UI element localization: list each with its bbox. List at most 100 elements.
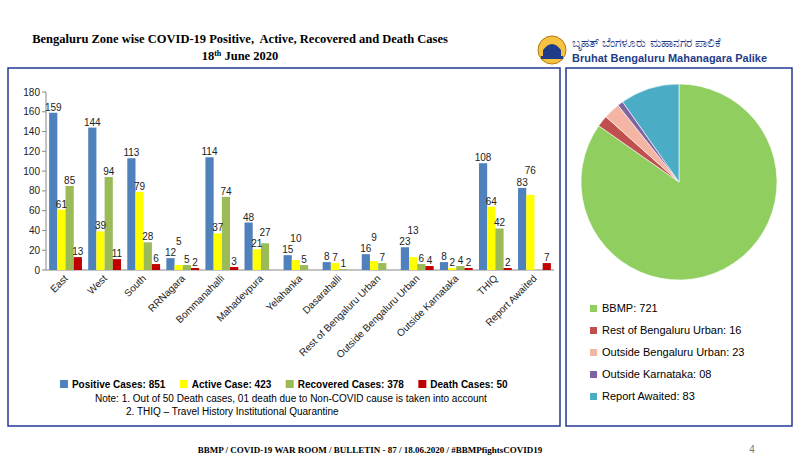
y-tick	[42, 210, 46, 211]
y-tick-label: 20	[29, 245, 41, 256]
bar	[88, 128, 96, 270]
bar	[113, 259, 121, 270]
data-label: 7	[544, 252, 550, 263]
data-label: 6	[153, 253, 159, 264]
data-label: 48	[243, 212, 255, 223]
legend-label: Report Awaited: 83	[602, 390, 695, 402]
data-label: 4	[427, 255, 433, 266]
x-tick-label: West	[85, 272, 109, 296]
x-tick-label: South	[122, 273, 148, 299]
logo-kannada: ಬೃಹತ್ ಬೆಂಗಳೂರು ಮಹಾನಗರ ಪಾಲಿಕೆ	[572, 36, 721, 51]
legend-swatch	[590, 371, 597, 378]
bar	[465, 268, 473, 270]
data-label: 21	[251, 238, 263, 249]
y-tick-label: 160	[23, 106, 40, 117]
x-tick-label: RRNagara	[146, 272, 187, 313]
footer: BBMP / COVID-19 WAR ROOM / BULLETIN - 87…	[198, 445, 543, 455]
bar	[284, 255, 292, 270]
bar	[440, 262, 448, 270]
data-label: 144	[84, 117, 101, 128]
bar	[175, 265, 183, 270]
data-label: 94	[103, 166, 115, 177]
legend-swatch	[590, 393, 597, 400]
legend-swatch	[286, 380, 294, 388]
bars	[49, 113, 551, 270]
data-label: 2	[192, 257, 198, 268]
data-label: 76	[525, 165, 537, 176]
bar	[323, 262, 331, 270]
bar	[230, 267, 238, 270]
logo-dome	[543, 44, 561, 56]
data-label: 10	[290, 233, 302, 244]
legend-label: Outside Karnataka: 08	[602, 368, 711, 380]
data-label: 16	[360, 243, 372, 254]
data-label: 5	[176, 236, 182, 247]
data-label: 6	[419, 253, 425, 264]
bar	[526, 195, 534, 270]
bar	[253, 249, 261, 270]
background	[0, 0, 800, 471]
y-tick-label: 0	[34, 265, 40, 276]
data-label: 7	[332, 252, 338, 263]
logo-base	[541, 56, 563, 59]
data-label: 114	[202, 146, 218, 157]
y-tick	[42, 131, 46, 132]
data-label: 3	[231, 256, 237, 267]
data-label: 9	[371, 232, 377, 243]
right-panel	[566, 68, 792, 426]
legend-label: Rest of Bengaluru Urban: 16	[602, 324, 741, 336]
y-tick	[42, 270, 46, 271]
data-label: 5	[301, 254, 307, 265]
legend-swatch	[180, 380, 188, 388]
legend-swatch	[418, 380, 426, 388]
bar	[518, 188, 526, 270]
bar	[448, 268, 456, 270]
y-tick-label: 40	[29, 225, 41, 236]
y-tick-label: 140	[23, 126, 40, 137]
bar	[152, 264, 160, 270]
y-tick-label: 80	[29, 185, 41, 196]
data-label: 12	[165, 247, 177, 258]
legend-label: Death Cases: 50	[430, 379, 508, 390]
x-tick-label: THIQ	[475, 272, 500, 297]
subtitle: 18th June 2020	[202, 49, 279, 63]
data-label: 2	[449, 257, 455, 268]
legend-label: BBMP: 721	[602, 302, 658, 314]
bar	[378, 263, 386, 270]
y-tick	[42, 151, 46, 152]
legend-swatch	[590, 305, 597, 312]
logo-emblem	[538, 36, 566, 64]
axes: 020406080100120140160180	[23, 87, 554, 276]
note: Note: 1. Out of 50 Death cases, 01 death…	[95, 393, 487, 404]
y-axis	[46, 92, 47, 270]
y-tick	[42, 171, 46, 172]
x-tick-label: Outside Karnataka	[394, 272, 461, 339]
data-label: 113	[123, 147, 139, 158]
data-label: 108	[475, 152, 492, 163]
bar	[417, 264, 425, 270]
data-label: 74	[220, 186, 232, 197]
bar	[205, 157, 213, 270]
data-label: 13	[408, 225, 420, 236]
bar	[96, 231, 104, 270]
bar	[456, 266, 464, 270]
data-label: 13	[72, 246, 84, 257]
y-tick-label: 180	[23, 87, 40, 98]
data-label: 8	[324, 251, 330, 262]
bar	[57, 210, 65, 270]
legend-label: Positive Cases: 851	[72, 379, 166, 390]
y-tick-label: 100	[23, 166, 40, 177]
legend-label: Active Case: 423	[192, 379, 272, 390]
legend: Positive Cases: 851Active Case: 423Recov…	[60, 379, 508, 390]
x-tick-label: East	[48, 272, 70, 294]
bar	[144, 242, 152, 270]
bar	[370, 261, 378, 270]
logo-english: Bruhat Bengaluru Mahanagara Palike	[572, 52, 767, 64]
data-label: 11	[112, 248, 123, 259]
data-label: 4	[458, 255, 464, 266]
bar	[401, 247, 409, 270]
bar	[487, 207, 495, 270]
data-label: 61	[56, 199, 68, 210]
legend-swatch	[590, 349, 597, 356]
pie-legend: BBMP: 721 Rest of Bengaluru Urban: 16 Outs…	[590, 302, 744, 402]
